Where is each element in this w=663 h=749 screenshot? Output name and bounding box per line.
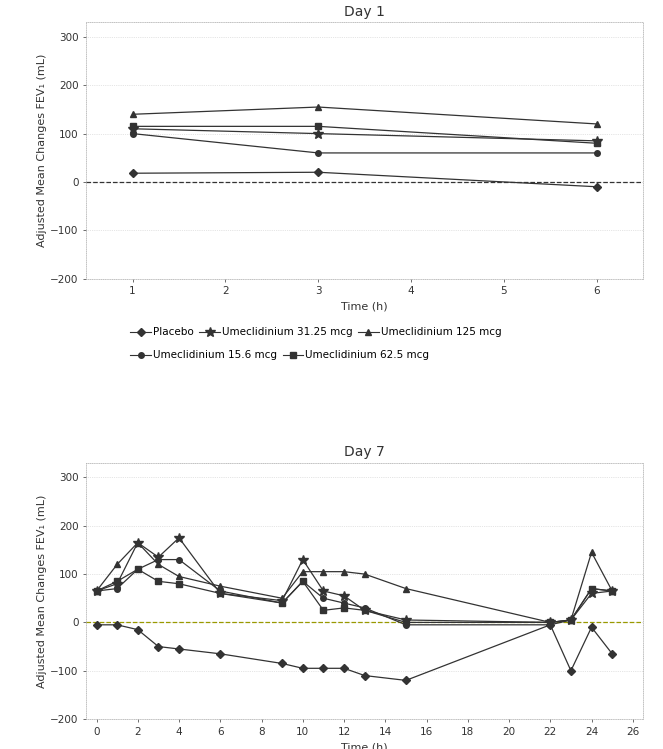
X-axis label: Time (h): Time (h)	[341, 302, 388, 312]
Y-axis label: Adjusted Mean Changes FEV₁ (mL): Adjusted Mean Changes FEV₁ (mL)	[37, 494, 47, 688]
Legend: Umeclidinium 15.6 mcg, Umeclidinium 62.5 mcg: Umeclidinium 15.6 mcg, Umeclidinium 62.5…	[131, 351, 430, 360]
Title: Day 1: Day 1	[344, 4, 385, 19]
X-axis label: Time (h): Time (h)	[341, 742, 388, 749]
Title: Day 7: Day 7	[344, 445, 385, 459]
Y-axis label: Adjusted Mean Changes FEV₁ (mL): Adjusted Mean Changes FEV₁ (mL)	[37, 54, 47, 247]
